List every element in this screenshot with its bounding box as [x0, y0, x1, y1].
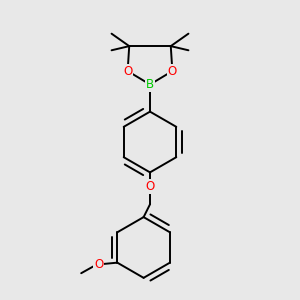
Text: O: O: [146, 180, 154, 193]
Text: O: O: [94, 258, 104, 271]
Text: O: O: [168, 64, 177, 78]
Text: O: O: [123, 64, 132, 78]
Text: B: B: [146, 78, 154, 91]
